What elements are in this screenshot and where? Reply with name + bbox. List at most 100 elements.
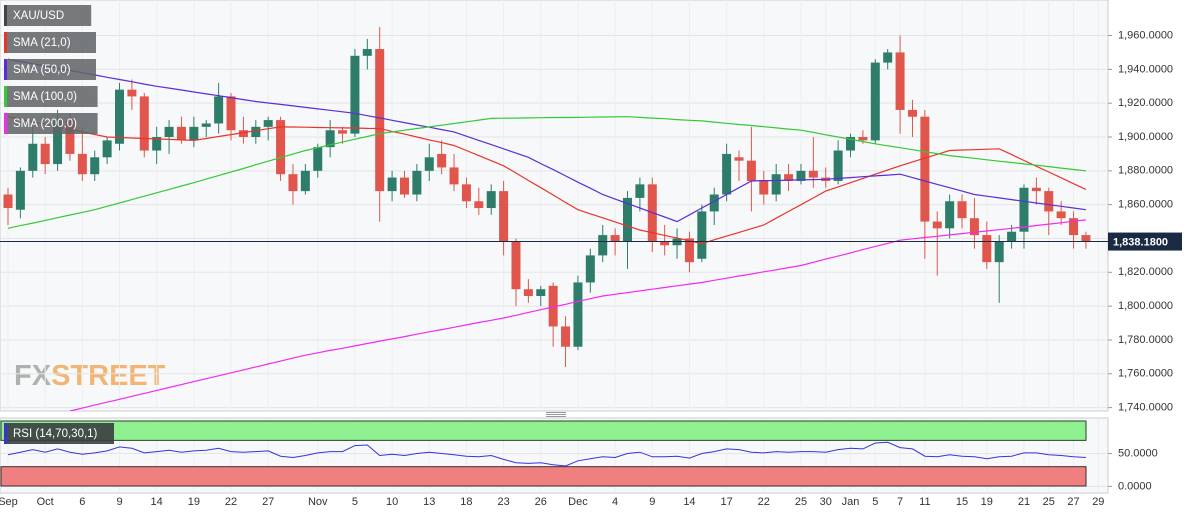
candle-body (313, 147, 323, 171)
candle-body (251, 126, 261, 137)
candle-body (424, 157, 434, 171)
candle-body (102, 140, 112, 158)
candle-body (127, 89, 137, 97)
candle-body (65, 120, 75, 154)
candle-body (969, 218, 979, 236)
x-tick-label: 5 (352, 496, 358, 508)
y-tick-label: 1,760.0000 (1118, 368, 1173, 380)
x-tick-label: Sep (0, 496, 18, 508)
candle-body (548, 285, 558, 327)
candle-body (375, 49, 385, 192)
candle-body (189, 126, 199, 141)
y-tick-label: 1,780.0000 (1118, 334, 1173, 346)
candle-body (1044, 191, 1054, 212)
x-tick-label: 7 (897, 496, 903, 508)
legend-box (4, 59, 96, 80)
candle-body (722, 153, 732, 195)
y-tick-label: 1,940.0000 (1118, 63, 1173, 75)
candle-body (573, 282, 583, 347)
candle-body (833, 150, 843, 181)
rsi-legend-box (4, 423, 114, 444)
candle-body (846, 137, 856, 151)
main-plot (0, 0, 1109, 412)
price-marks (0, 27, 1108, 411)
candle-body (164, 126, 174, 137)
x-tick-label: 25 (1043, 496, 1055, 508)
candle-body (77, 153, 87, 175)
watermark-fx: FX (14, 360, 52, 392)
candle-body (771, 174, 781, 195)
candle-body (945, 201, 955, 229)
legend-label: XAU/USD (13, 10, 64, 22)
candle-body (796, 170, 806, 181)
candle-body (895, 52, 905, 110)
candle-body (3, 194, 13, 209)
overbought-zone (0, 420, 1087, 441)
candle-body (709, 194, 719, 212)
x-tick-label: 9 (649, 496, 655, 508)
axes: 1,740.0000 1,760.0000 1,780.0000 1,800.0000… (0, 29, 1182, 508)
candle-body (226, 96, 236, 131)
candle-body (957, 201, 967, 219)
sma-line (69, 219, 1086, 411)
candle-body (201, 123, 211, 127)
x-tick-label: Oct (37, 496, 54, 508)
sma-line (7, 116, 1086, 229)
candle-body (870, 62, 880, 141)
candle-body (994, 241, 1004, 263)
candle-body (623, 197, 632, 242)
last-price-label: 1,838.1800 (1113, 236, 1168, 248)
candle-body (561, 326, 571, 347)
candle-body (325, 130, 335, 148)
watermark: FXSTREET (14, 360, 166, 392)
x-tick-label: 19 (981, 496, 993, 508)
x-tick-label: 23 (497, 496, 509, 508)
y-tick-label: 1,800.0000 (1118, 300, 1173, 312)
legend-label: SMA (100,0) (13, 91, 77, 103)
candle-body (610, 235, 620, 242)
x-tick-label: 13 (423, 496, 435, 508)
sma-line (7, 116, 1087, 245)
candle-body (437, 153, 447, 168)
x-tick-label: 14 (151, 496, 163, 508)
y-tick-label: 1,920.0000 (1118, 97, 1173, 109)
candle-body (907, 109, 917, 117)
x-tick-label: 22 (758, 496, 770, 508)
candle-body (660, 241, 670, 246)
y-tick-label: 1,900.0000 (1118, 131, 1173, 143)
candle-body (176, 126, 186, 141)
x-tick-label: 17 (720, 496, 732, 508)
rsi-y-tick-label: 50.0000 (1118, 447, 1158, 459)
legend-box (4, 5, 92, 26)
candle-body (523, 289, 533, 296)
candle-body (697, 211, 707, 259)
candle-body (90, 157, 100, 175)
x-tick-label: 11 (919, 496, 930, 508)
candle-body (808, 170, 818, 178)
candle-body (1019, 187, 1029, 232)
panel-grip (546, 412, 566, 417)
candle-body (53, 120, 63, 165)
candle-body (288, 174, 298, 192)
candle-body (635, 184, 645, 198)
watermark-street: STREET (51, 360, 166, 392)
x-tick-label: 15 (956, 496, 968, 508)
y-tick-label: 1,740.0000 (1118, 402, 1173, 414)
candle-body (461, 184, 471, 202)
x-tick-label: Dec (568, 496, 588, 508)
x-tick-label: 14 (683, 496, 695, 508)
candle-body (40, 143, 50, 165)
y-tick-label: 1,860.0000 (1118, 199, 1173, 211)
x-tick-label: 9 (116, 496, 122, 508)
candle-body (684, 238, 694, 263)
candle-body (536, 289, 546, 296)
candle-body (1081, 235, 1091, 242)
candle-body (759, 180, 769, 195)
legend-swatch (4, 113, 7, 134)
candle-body (238, 130, 248, 137)
legend: XAU/USD SMA (21,0) SMA (50,0) SMA (100,0) SM… (4, 5, 114, 444)
rsi-marks (0, 420, 1087, 487)
candle-body (499, 191, 509, 242)
candle-body (920, 116, 930, 222)
